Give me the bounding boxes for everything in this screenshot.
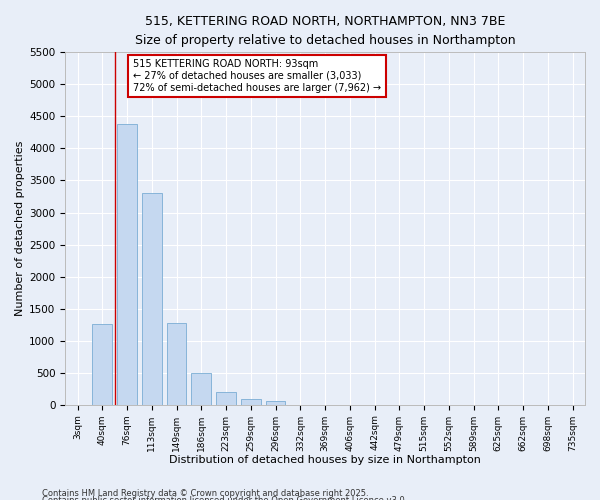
Bar (266, 401, 286, 404)
Text: 515 KETTERING ROAD NORTH: 93sqm
← 27% of detached houses are smaller (3,033)
72%: 515 KETTERING ROAD NORTH: 93sqm ← 27% of… (133, 60, 381, 92)
Text: Contains public sector information licensed under the Open Government Licence v3: Contains public sector information licen… (42, 496, 407, 500)
Y-axis label: Number of detached properties: Number of detached properties (15, 141, 25, 316)
X-axis label: Distribution of detached houses by size in Northampton: Distribution of detached houses by size … (169, 455, 481, 465)
Bar (216, 392, 236, 404)
Bar (191, 372, 211, 404)
Text: Contains HM Land Registry data © Crown copyright and database right 2025.: Contains HM Land Registry data © Crown c… (42, 488, 368, 498)
Bar (117, 124, 137, 404)
Bar (241, 399, 261, 404)
Bar (92, 324, 112, 404)
Bar (167, 322, 187, 404)
Title: 515, KETTERING ROAD NORTH, NORTHAMPTON, NN3 7BE
Size of property relative to det: 515, KETTERING ROAD NORTH, NORTHAMPTON, … (135, 15, 515, 47)
Bar (142, 194, 161, 404)
